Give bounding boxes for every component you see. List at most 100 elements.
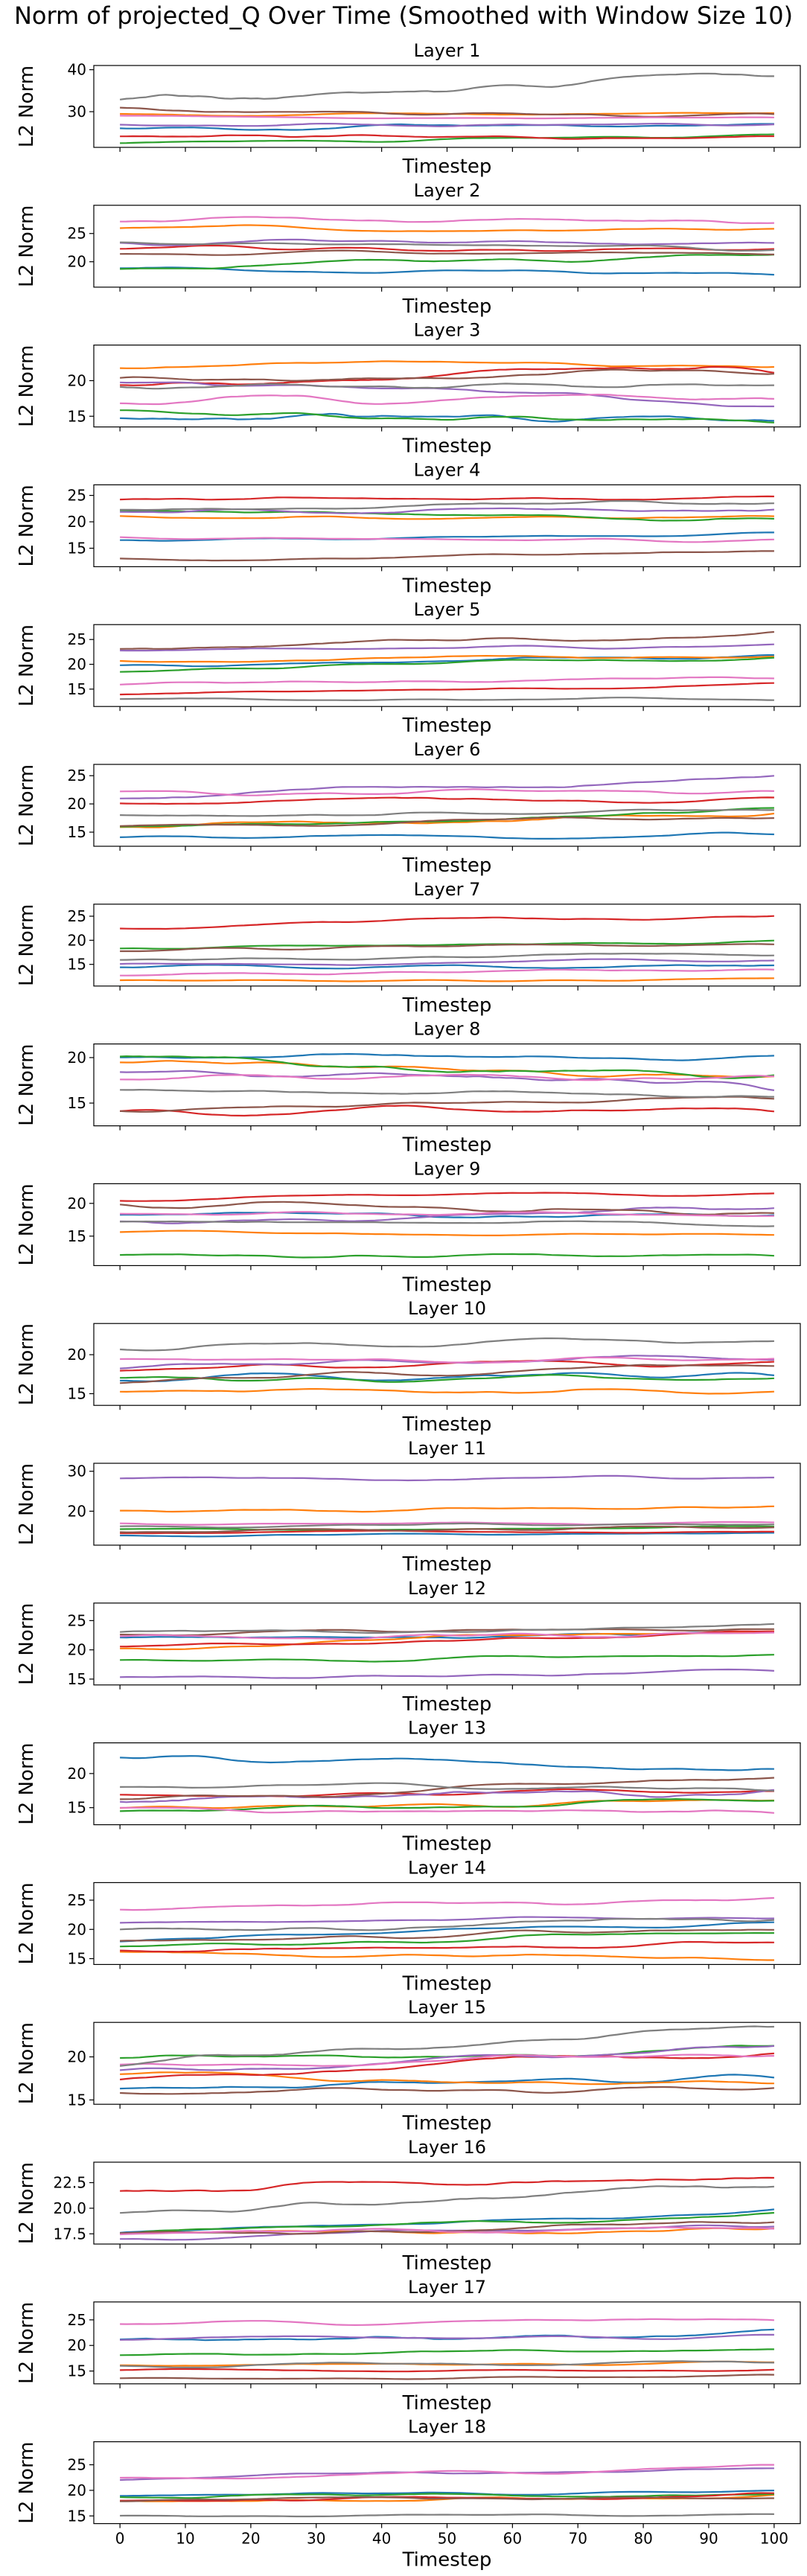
x-axis-label: Timestep [402,1693,492,1716]
series-line-7 [120,2318,774,2326]
series-line-8 [120,2185,774,2214]
panel-title: Layer 4 [414,459,481,480]
y-tick-label: 20 [68,2481,86,2499]
series-line-4 [119,2052,774,2081]
y-tick-label: 20 [68,2048,86,2066]
series-line-4 [120,244,774,252]
series-line-1 [120,1921,774,1943]
series-line-6 [120,1096,774,1113]
series-line-4 [120,796,774,805]
series-line-8 [119,2025,774,2067]
y-tick-label: 25 [68,2456,86,2474]
series-line-2 [120,1799,774,1809]
series-line-4 [120,495,774,501]
series-group [120,1755,774,1814]
y-tick-label: 25 [68,1611,86,1629]
y-axis-label: L2 Norm [16,1463,38,1545]
series-line-1 [120,1532,774,1538]
y-axis-label: L2 Norm [16,2022,38,2104]
x-axis-label: Timestep [402,1413,492,1436]
series-line-4 [120,1940,774,1953]
y-tick-label: 20 [68,795,86,813]
x-tick-label: 30 [307,2530,325,2548]
y-tick-label: 25 [68,2311,86,2329]
y-axis-label: L2 Norm [16,2441,38,2523]
series-line-7 [120,968,774,977]
series-line-6 [120,816,774,827]
series-line-2 [120,655,774,663]
series-line-3 [120,1374,774,1383]
panel-title: Layer 12 [408,1578,486,1599]
x-axis-label: Timestep [402,1134,492,1157]
series-line-1 [120,964,774,970]
series-line-7 [120,1356,774,1364]
series-line-3 [120,2493,774,2499]
y-tick-label: 15 [68,1094,86,1112]
y-tick-label: 15 [68,2362,86,2380]
x-axis-label: Timestep [402,1972,492,1995]
series-line-3 [120,1654,774,1663]
x-tick-label: 50 [438,2530,456,2548]
x-tick-label: 10 [176,2530,194,2548]
series-line-2 [120,1951,774,1961]
y-axis-label: L2 Norm [16,1323,38,1405]
series-line-5 [120,2467,774,2481]
x-axis-label: Timestep [402,156,492,178]
x-axis-label: Timestep [402,994,492,1017]
y-tick-label: 40 [68,61,86,79]
x-tick-label: 100 [760,2530,788,2548]
series-line-6 [120,550,774,562]
series-group [120,1623,774,1679]
panel-layer-4: Layer 4 15 20 25 L2 Norm Timestep [16,459,801,597]
series-line-4 [120,1105,774,1117]
series-line-6 [120,1628,774,1637]
series-group [120,495,774,562]
panel-layer-12: Layer 12 15 20 25 L2 Norm Timestep [16,1578,801,1716]
y-tick-label: 25 [68,630,86,648]
series-line-6 [120,1364,774,1384]
series-line-6 [120,249,774,256]
series-line-7 [120,1211,774,1218]
series-line-6 [120,943,774,953]
x-tick-label: 60 [503,2530,522,2548]
panel-title: Layer 8 [414,1019,481,1040]
series-line-8 [120,1089,774,1098]
y-tick-label: 20 [68,656,86,674]
series-line-2 [120,2360,774,2367]
panel-layer-13: Layer 13 15 20 L2 Norm Timestep [16,1718,801,1856]
y-tick-label: 25 [68,225,86,243]
y-tick-label: 15 [68,680,86,698]
y-axis-label: L2 Norm [16,65,38,147]
series-line-8 [120,1917,774,1931]
x-axis-label: Timestep [402,1273,492,1296]
panel-layer-1: Layer 1 30 40 L2 Norm Timestep [16,40,801,178]
y-tick-label: 30 [68,1463,86,1480]
series-line-1 [120,1755,774,1771]
series-line-8 [120,1522,774,1529]
y-tick-label: 20 [68,2336,86,2354]
series-line-4 [120,134,774,140]
series-line-3 [120,1253,774,1259]
series-line-5 [120,1668,774,1679]
panel-title: Layer 2 [414,180,481,201]
series-line-8 [120,2360,774,2368]
y-axis-label: L2 Norm [16,1882,38,1964]
panel-title: Layer 9 [414,1158,481,1179]
series-line-4 [120,365,775,386]
series-line-4 [120,2176,774,2192]
series-line-7 [120,676,774,685]
series-group [119,72,774,144]
series-line-8 [120,500,774,511]
series-line-5 [120,1070,775,1091]
series-group [120,1337,774,1395]
y-tick-label: 15 [68,823,86,841]
panel-layer-8: Layer 8 15 20 L2 Norm Timestep [16,1019,801,1157]
y-tick-label: 15 [68,1950,86,1968]
series-line-7 [120,2226,774,2236]
y-tick-label: 20 [68,253,86,271]
y-axis-label: L2 Norm [16,1043,38,1125]
series-group [119,2025,775,2095]
series-line-6 [120,2496,774,2502]
panel-title: Layer 10 [408,1298,486,1319]
y-axis-label: L2 Norm [16,205,38,287]
